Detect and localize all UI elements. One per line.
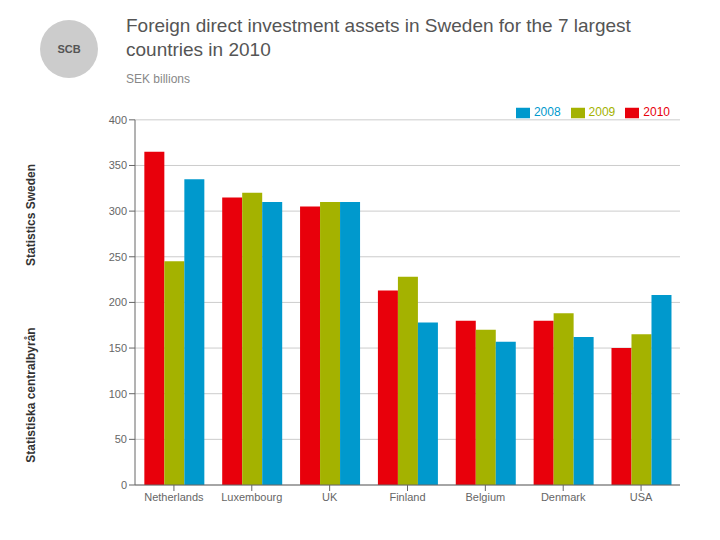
html-text:SEK billions: SEK billions <box>126 72 190 86</box>
html-text:Statistics Sweden: Statistics Sweden <box>24 164 38 266</box>
svg-text:350: 350 <box>109 159 127 171</box>
svg-text:0: 0 <box>121 479 127 491</box>
html-text:Statistiska centralbyrån: Statistiska centralbyrån <box>24 327 38 463</box>
html-text:2008: 2008 <box>533 105 561 119</box>
svg-text:Finland: Finland <box>389 491 425 503</box>
svg-text:400: 400 <box>109 114 127 126</box>
svg-text:200: 200 <box>109 296 127 308</box>
svg-text:250: 250 <box>109 251 127 263</box>
svg-text:150: 150 <box>109 342 127 354</box>
svg-text:300: 300 <box>109 205 127 217</box>
svg-text:Netherlands: Netherlands <box>144 491 204 503</box>
svg-text:100: 100 <box>109 388 127 400</box>
svg-text:Denmark: Denmark <box>541 491 586 503</box>
svg-text:USA: USA <box>630 491 653 503</box>
html-text:Foreign direct investment asse: Foreign direct investment assets in Swed… <box>126 15 631 60</box>
svg-text:UK: UK <box>322 491 338 503</box>
html-text:2009: 2009 <box>588 105 616 119</box>
svg-text:Luxembourg: Luxembourg <box>221 491 282 503</box>
svg-text:Belgium: Belgium <box>465 491 505 503</box>
html-text:2010: 2010 <box>643 105 670 119</box>
svg-text:50: 50 <box>115 433 127 445</box>
html-text:SCB: SCB <box>57 43 81 55</box>
